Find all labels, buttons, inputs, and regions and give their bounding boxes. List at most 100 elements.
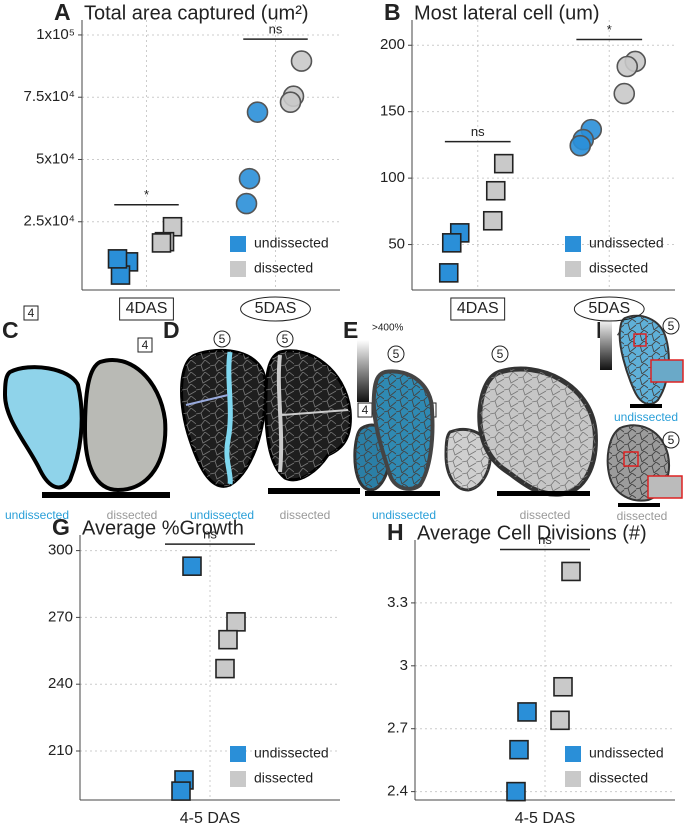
y-tick-label: 2.5x10⁴ [24,213,75,230]
x-tick-label: 4-5 DAS [515,810,575,825]
label: 5 [282,332,289,346]
label: dissected [617,509,668,523]
panel-f: F 4 5 undissected 5 dissected [596,314,684,523]
chart-title: Average %Growth [82,517,244,539]
point [218,629,238,650]
shape [373,371,433,489]
y-tick-label: 2.4 [387,783,408,800]
x-tick-label: 4-5 DAS [180,810,240,825]
shape [479,369,596,495]
panel-letter: B [384,0,401,25]
y-tick-label: 3 [400,657,408,674]
panel-e: E >400% 5 5 4 4 undissected dissected [343,317,598,522]
shape [662,317,680,335]
significance-label: * [144,187,149,202]
label: D [163,317,180,343]
shape [647,475,683,499]
panel-d: D 5 5 undissected dissected [163,317,360,522]
legend-label: dissected [589,770,648,786]
label: 5 [393,347,400,361]
shape [387,345,405,363]
legend-label: undissected [254,235,329,251]
point [493,153,514,174]
point [506,781,526,802]
point [561,561,581,582]
x-tick-label: 4DAS [457,300,499,317]
y-tick-label: 5x10⁴ [36,150,75,167]
panel-letter: A [54,0,71,25]
chart-title: Total area captured (um²) [84,2,309,24]
shape [497,491,590,496]
chart-title: Average Cell Divisions (#) [417,522,647,544]
shape [137,337,153,353]
legend-swatch [565,236,581,252]
shape [662,431,680,449]
label: undissected [5,508,69,522]
point [182,556,202,576]
significance-label: ns [538,532,552,547]
significance-label: ns [471,124,485,139]
panel-letter: G [52,514,70,540]
significance-label: ns [203,527,217,542]
point [290,50,313,72]
legend-label: dissected [254,770,313,786]
y-tick-label: 3.3 [387,594,408,611]
shape [224,351,233,485]
significance-label: ns [269,22,283,37]
significance-label: * [607,22,612,37]
label: 5 [497,347,504,361]
point [485,180,506,201]
legend-swatch [565,261,581,277]
label: undissected [372,508,436,522]
category-frame [573,296,645,322]
shape [357,402,373,418]
x-tick-label: 4DAS [126,300,168,317]
y-tick-label: 150 [380,103,405,120]
shape [630,404,662,408]
y-tick-label: 2.7 [387,720,408,737]
label: 5 [668,319,675,333]
point [441,233,462,253]
x-tick-label: 5DAS [255,300,297,317]
point [550,710,570,731]
category-frame [450,297,506,321]
point [438,263,459,283]
point [569,134,592,157]
point [107,249,128,269]
point [215,658,235,679]
y-tick-label: 210 [48,742,73,759]
shape [181,350,266,487]
shape [281,409,349,416]
point [171,781,191,801]
shape [23,305,39,321]
point [616,55,639,78]
y-tick-label: 300 [48,542,73,559]
label: 5 [219,332,226,346]
legend-label: dissected [589,260,648,276]
shape [213,330,231,348]
legend-label: undissected [589,745,664,761]
label: C [2,317,19,343]
chart-a: A Total area captured (um²) 2.5x10⁴ 5x10⁴ 7.… [24,0,340,322]
shape [265,350,351,480]
y-tick-label: 1x10⁵ [36,26,75,43]
shape [268,488,360,494]
legend-label: undissected [254,745,329,761]
point [517,702,537,722]
point [235,192,258,215]
point [482,210,503,231]
legend-swatch [230,236,246,252]
label: 4 [362,403,369,417]
shape [276,354,284,473]
point [279,91,302,113]
shape [185,394,229,406]
label: dissected [280,508,331,522]
y-tick-label: 50 [388,236,405,253]
label: E [343,317,358,343]
label: undissected [614,410,678,424]
panel-letter: H [387,519,404,545]
shape [446,429,491,490]
point [509,739,529,760]
legend-swatch [230,261,246,277]
